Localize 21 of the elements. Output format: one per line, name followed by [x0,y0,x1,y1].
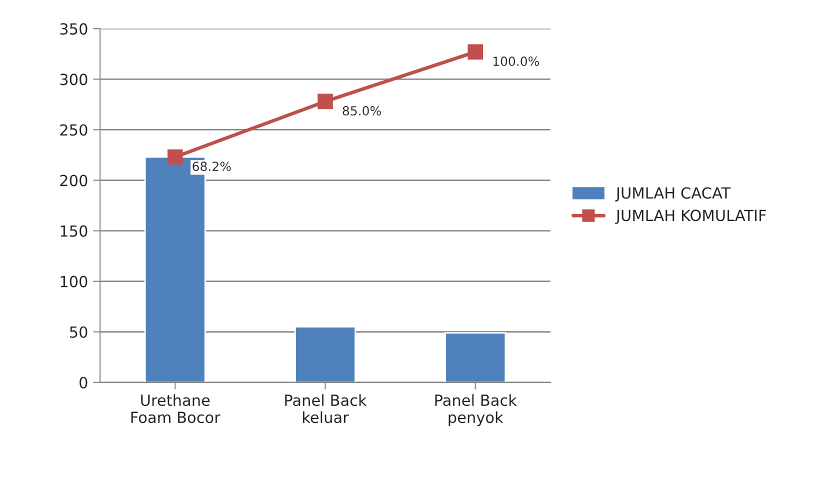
annotation: 68.2% [192,162,231,172]
y-tick-label: 300 [60,74,88,86]
y-tick-label: 350 [60,23,88,35]
legend-label: JUMLAH CACAT [615,187,731,202]
annotation: 100.0% [493,56,540,66]
point [468,44,484,60]
y-tick-label: 0 [80,376,88,388]
bar [294,326,356,382]
y-tick-label: 250 [60,124,88,136]
bar [444,332,506,382]
legend-label: JUMLAH KOMULATIF [615,210,766,224]
point [168,149,183,165]
x-tick-label: Panel Back keluar [285,394,367,424]
y-tick-label: 200 [60,174,88,186]
point [318,94,333,110]
y-tick-label: 100 [60,276,88,288]
y-tick-label: 150 [60,225,88,237]
x-tick-label: Panel Back penyok [435,394,517,426]
x-tick-label: Urethane Foam Bocor [131,394,220,424]
y-tick-label: 50 [70,326,88,338]
annotation: 85.0% [342,106,381,116]
